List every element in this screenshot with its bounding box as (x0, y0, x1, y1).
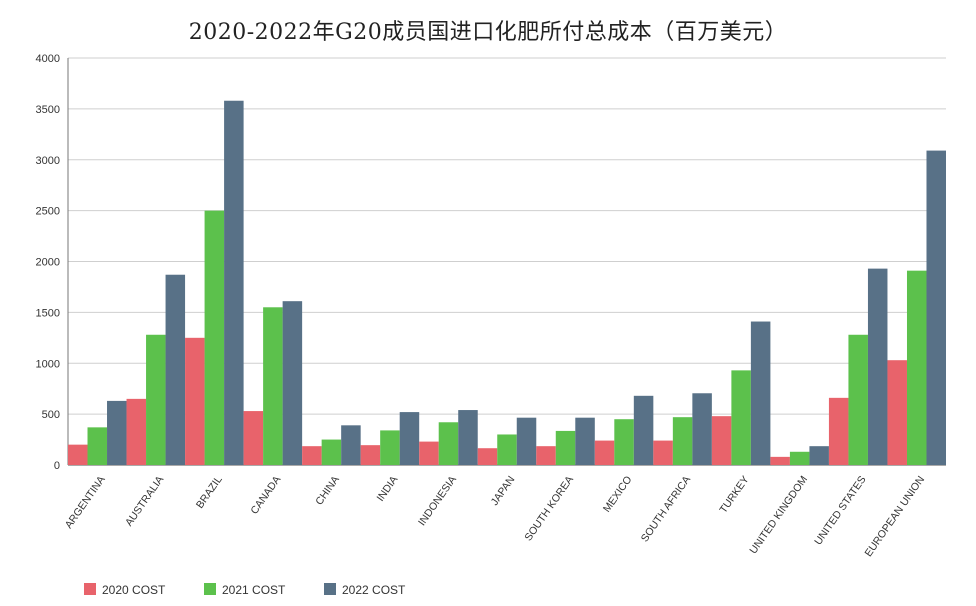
legend: 2020 COST 2021 COST 2022 COST (84, 583, 406, 597)
bar-2022-cost-turkey (750, 321, 771, 465)
bar-2020-cost-european-union (887, 360, 907, 465)
x-tick-label: TURKEY (717, 474, 751, 516)
bar-2021-cost-turkey (731, 370, 751, 465)
y-tick-label: 1500 (36, 307, 60, 319)
bar-2020-cost-united-states (828, 397, 849, 465)
bar-2020-cost-turkey (711, 416, 732, 465)
x-tick-label: SOUTH AFRICA (639, 474, 693, 544)
bar-2022-cost-european-union (926, 150, 946, 465)
x-tick-label: ARGENTINA (63, 474, 108, 531)
y-tick-label: 2000 (36, 257, 60, 269)
bar-2022-cost-south-africa (692, 393, 712, 465)
bar-2021-cost-united-states (848, 334, 868, 465)
legend-swatch (84, 583, 96, 595)
bar-2022-cost-indonesia (458, 410, 478, 465)
bar-layer (68, 100, 946, 466)
bar-2022-cost-india (399, 412, 420, 465)
x-tick-label: INDIA (374, 474, 400, 504)
y-tick-label: 2500 (36, 206, 60, 218)
legend-swatch (324, 583, 336, 595)
bar-2020-cost-argentina (68, 444, 88, 465)
chart-title: 2020-2022年G20成员国进口化肥所付总成本（百万美元） (188, 20, 788, 45)
bar-2020-cost-india (360, 445, 381, 465)
bar-2022-cost-argentina (107, 400, 127, 465)
x-tick-label: INDONESIA (416, 474, 459, 528)
bar-2020-cost-united-kingdom (770, 456, 790, 465)
bar-2020-cost-australia (126, 398, 147, 465)
bar-2021-cost-australia (146, 334, 166, 465)
bar-2021-cost-canada (263, 307, 283, 465)
bar-2021-cost-south-africa (672, 417, 693, 465)
bar-2020-cost-japan (477, 448, 498, 465)
x-tick-label: CANADA (248, 474, 283, 517)
bar-2021-cost-european-union (906, 270, 927, 465)
x-tick-label: JAPAN (489, 474, 518, 508)
x-tick-label: CHINA (313, 474, 342, 508)
bar-2020-cost-south-korea (536, 446, 556, 465)
bar-2021-cost-south-korea (555, 430, 576, 465)
axis-layer: 0 500 1000 1500 2000 2500 3000 3500 4000 (36, 53, 69, 472)
x-tick-label: UNITED STATES (812, 474, 868, 547)
y-tick-label: 4000 (36, 53, 60, 65)
x-tick-label: SOUTH KOREA (522, 474, 576, 543)
x-tick-label: BRAZIL (194, 474, 225, 511)
bar-2022-cost-japan (516, 417, 537, 465)
y-tick-label: 3500 (36, 104, 60, 116)
bar-2021-cost-india (380, 430, 400, 465)
bar-2021-cost-argentina (87, 427, 108, 465)
bar-2022-cost-united-states (867, 268, 888, 465)
bar-2022-cost-china (341, 425, 361, 465)
bar-2021-cost-indonesia (438, 422, 459, 465)
legend-swatch (204, 583, 216, 595)
legend-label: 2020 COST (102, 583, 166, 597)
bar-2020-cost-china (302, 446, 322, 465)
bar-2022-cost-mexico (633, 395, 654, 465)
bar-2020-cost-brazil (185, 337, 205, 465)
legend-label: 2022 COST (342, 583, 406, 597)
bar-2021-cost-japan (497, 434, 517, 465)
y-tick-label: 0 (54, 460, 60, 472)
bar-2021-cost-china (321, 439, 342, 465)
x-tick-label: EUROPEAN UNION (862, 474, 927, 559)
bar-2021-cost-mexico (614, 419, 634, 465)
x-tick-label: AUSTRALIA (123, 474, 166, 529)
bar-2022-cost-brazil (224, 100, 244, 466)
legend-label: 2021 COST (222, 583, 286, 597)
bar-2020-cost-canada (243, 411, 264, 465)
bar-2022-cost-united-kingdom (809, 446, 829, 465)
bar-2022-cost-canada (282, 301, 303, 465)
x-tick-labels: ARGENTINA AUSTRALIA BRAZIL CANADA CHINA INDIA… (63, 474, 927, 559)
x-tick-label: UNITED KINGDOM (747, 474, 810, 556)
bar-2021-cost-united-kingdom (789, 451, 810, 465)
bar-2022-cost-australia (165, 274, 186, 465)
bar-2020-cost-mexico (594, 440, 615, 465)
x-tick-label: MEXICO (601, 474, 635, 515)
y-tick-label: 1000 (36, 358, 60, 370)
bar-2022-cost-south-korea (575, 417, 595, 465)
y-tick-label: 3000 (36, 155, 60, 167)
bar-2021-cost-brazil (204, 210, 225, 465)
bar-2020-cost-south-africa (653, 440, 673, 465)
y-tick-label: 500 (42, 409, 60, 421)
bar-2020-cost-indonesia (419, 441, 439, 465)
